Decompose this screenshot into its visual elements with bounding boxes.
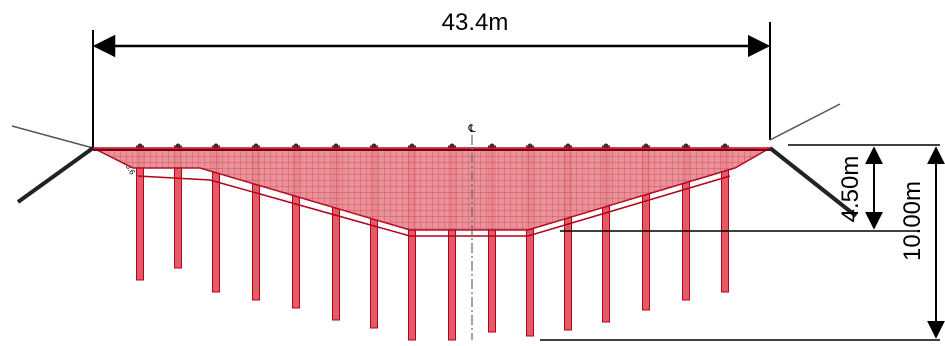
ground-right-slope-lower: [768, 146, 858, 218]
width-label: 43.4m: [442, 9, 509, 36]
ground-left-slope-upper: [11, 125, 94, 149]
depth-dimensions: 4.50m 10.00m: [540, 144, 945, 341]
centerline-mark: ℄: [467, 123, 475, 135]
ground-profile: 1:0.6: [11, 103, 858, 218]
excavation-inner-line: [137, 175, 731, 237]
ground-right-slope-upper: [769, 103, 841, 141]
excavation-fill: [92, 147, 773, 231]
ground-left-slope-lower: [16, 146, 95, 204]
width-dimension: 43.4m: [92, 9, 771, 148]
excavation-body: [92, 147, 773, 237]
centerline: ℄: [467, 123, 476, 340]
depth-shallow-label: 4.50m: [837, 156, 864, 223]
pile-group: [136, 143, 729, 341]
depth-total-label: 10.00m: [899, 181, 926, 261]
